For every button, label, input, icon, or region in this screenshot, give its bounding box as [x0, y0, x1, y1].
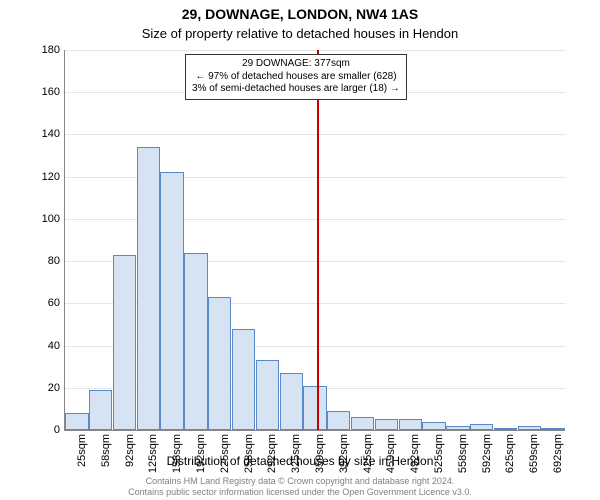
- y-tick-label: 60: [26, 297, 60, 309]
- y-tick-label: 80: [26, 255, 60, 267]
- histogram-bar: [399, 419, 422, 430]
- grid-line: [65, 50, 565, 51]
- chart-subtitle: Size of property relative to detached ho…: [0, 26, 600, 41]
- histogram-bar: [137, 147, 160, 430]
- histogram-bar: [280, 373, 303, 430]
- annotation-line: 29 DOWNAGE: 377sqm: [192, 58, 400, 71]
- y-tick-label: 180: [26, 44, 60, 56]
- y-tick-label: 160: [26, 86, 60, 98]
- y-tick-label: 20: [26, 382, 60, 394]
- histogram-bar: [256, 360, 279, 430]
- footer-line-2: Contains public sector information licen…: [0, 487, 600, 498]
- chart-container: 29, DOWNAGE, LONDON, NW4 1AS Size of pro…: [0, 0, 600, 500]
- histogram-bar: [470, 424, 493, 430]
- y-tick-label: 40: [26, 340, 60, 352]
- histogram-bar: [184, 253, 207, 430]
- x-axis-label: Distribution of detached houses by size …: [0, 454, 600, 468]
- histogram-bar: [518, 426, 541, 430]
- histogram-bar: [89, 390, 112, 430]
- histogram-bar: [232, 329, 255, 430]
- annotation-line: ← 97% of detached houses are smaller (62…: [192, 71, 400, 84]
- y-tick-label: 120: [26, 171, 60, 183]
- histogram-bar: [303, 386, 326, 430]
- chart-title: 29, DOWNAGE, LONDON, NW4 1AS: [0, 6, 600, 22]
- histogram-bar: [160, 172, 183, 430]
- footer: Contains HM Land Registry data © Crown c…: [0, 476, 600, 498]
- histogram-bar: [446, 426, 469, 430]
- plot-area: 29 DOWNAGE: 377sqm← 97% of detached hous…: [64, 50, 565, 431]
- grid-line: [65, 134, 565, 135]
- histogram-bar: [327, 411, 350, 430]
- annotation-box: 29 DOWNAGE: 377sqm← 97% of detached hous…: [185, 54, 407, 100]
- histogram-bar: [351, 417, 374, 430]
- annotation-line: 3% of semi-detached houses are larger (1…: [192, 83, 400, 96]
- histogram-bar: [113, 255, 136, 430]
- y-tick-label: 0: [26, 424, 60, 436]
- histogram-bar: [375, 419, 398, 430]
- histogram-bar: [208, 297, 231, 430]
- footer-line-1: Contains HM Land Registry data © Crown c…: [0, 476, 600, 487]
- marker-line: [317, 50, 319, 430]
- y-tick-label: 140: [26, 128, 60, 140]
- y-tick-label: 100: [26, 213, 60, 225]
- histogram-bar: [494, 428, 517, 430]
- histogram-bar: [65, 413, 88, 430]
- histogram-bar: [422, 422, 445, 430]
- histogram-bar: [541, 428, 564, 430]
